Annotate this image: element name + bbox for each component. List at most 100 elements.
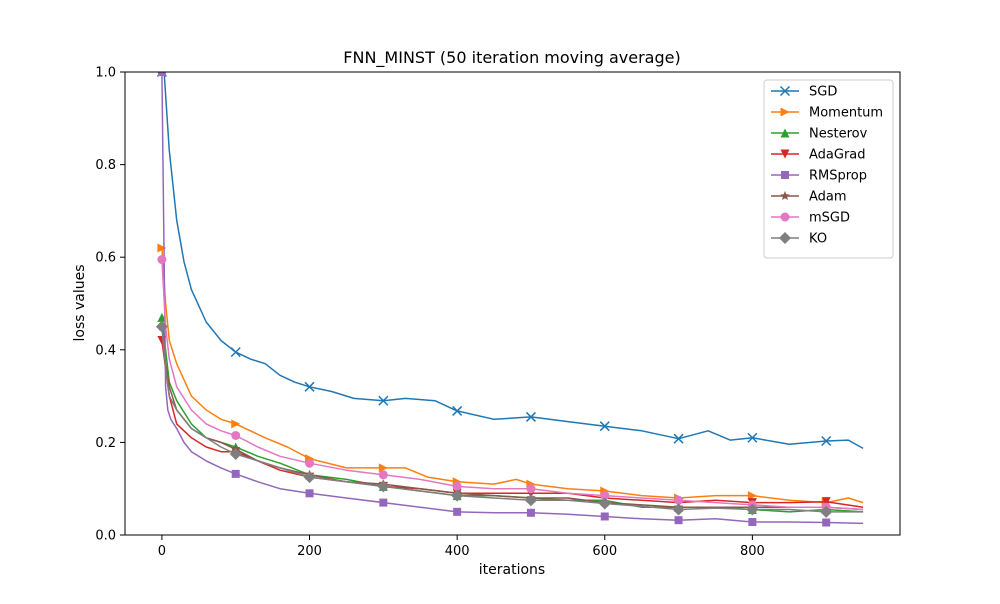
legend-entry-msgd: mSGD [771, 211, 850, 226]
data-point-msgd [674, 495, 684, 505]
legend-marker-msgd [780, 212, 790, 222]
legend-label-sgd: SGD [809, 85, 837, 100]
x-tick-label: 0 [158, 544, 166, 559]
data-point-rmsprop [157, 72, 166, 76]
data-point-momentum [747, 491, 757, 501]
data-point-ko [451, 489, 464, 502]
data-point-rmsprop [231, 469, 240, 478]
data-point-sgd [230, 347, 241, 358]
data-point-sgd [599, 421, 610, 432]
data-point-sgd [304, 381, 315, 392]
axes-frame [124, 71, 901, 536]
legend-entry-momentum: Momentum [771, 106, 883, 121]
legend-marker-ko [779, 232, 791, 244]
data-point-msgd [526, 484, 536, 494]
y-tick-label: 0.0 [95, 529, 116, 544]
data-point-msgd [231, 430, 241, 440]
x-tick-label: 200 [297, 544, 322, 559]
data-point-msgd [157, 255, 167, 265]
legend-label-adam: Adam [809, 190, 847, 205]
chart-title: FNN_MINST (50 iteration moving average) [343, 48, 680, 68]
x-axis-label: iterations [479, 562, 545, 578]
legend-marker-sgd [779, 85, 791, 97]
series-msgd [157, 255, 864, 512]
axes: 0 200 400 600 800 0.0 0.2 0.4 0.6 0.8 1.0 [95, 66, 901, 559]
series-line-nesterov [161, 317, 864, 513]
data-point-msgd [378, 470, 388, 480]
plot-area [155, 72, 864, 527]
legend-label-ko: KO [809, 232, 827, 247]
data-point-momentum [157, 243, 167, 253]
series-line-adagrad [161, 340, 864, 508]
series-line-rmsprop [161, 72, 864, 525]
data-point-sgd [747, 432, 758, 443]
data-point-ko [598, 497, 611, 510]
data-point-adagrad [821, 497, 831, 507]
legend-marker-rmsprop [781, 171, 789, 179]
data-point-ko [229, 447, 242, 460]
series-line-ko [161, 326, 864, 513]
data-point-ko [820, 505, 833, 518]
legend-entry-sgd: SGD [771, 85, 837, 100]
data-point-ko [524, 494, 537, 507]
data-point-ko [377, 480, 390, 493]
legend-box [763, 79, 894, 259]
series-momentum [157, 243, 864, 508]
legend-label-msgd: mSGD [809, 211, 850, 226]
x-tick-label: 600 [592, 544, 617, 559]
legend-marker-nesterov [780, 128, 790, 138]
y-axis-label: loss values [72, 264, 88, 341]
data-point-sgd [378, 395, 389, 406]
y-tick-label: 0.2 [95, 436, 116, 451]
legend-entry-rmsprop: RMSprop [771, 169, 867, 184]
series-ko [155, 320, 864, 518]
y-tick-label: 0.4 [95, 343, 116, 358]
x-tick-label: 800 [740, 544, 765, 559]
series-line-sgd [161, 72, 864, 450]
y-tick-label: 0.8 [95, 158, 116, 173]
legend-label-rmsprop: RMSprop [809, 169, 867, 184]
data-point-momentum [231, 419, 241, 429]
x-tick-label: 400 [445, 544, 470, 559]
legend-label-momentum: Momentum [809, 106, 883, 121]
data-point-ko [155, 320, 168, 333]
legend: SGD Momentum Nesterov AdaGrad RMSprop Adam mSG… [763, 79, 894, 259]
series-sgd [156, 72, 864, 450]
data-point-rmsprop [526, 508, 535, 517]
data-point-sgd [452, 405, 463, 416]
legend-entry-nesterov: Nesterov [771, 127, 868, 142]
data-point-rmsprop [379, 498, 388, 507]
legend-entry-adagrad: AdaGrad [771, 148, 866, 163]
series-adagrad [157, 336, 864, 508]
data-point-sgd [821, 435, 832, 447]
series-line-momentum [161, 247, 864, 504]
y-tick-label: 1.0 [95, 66, 116, 81]
series-line-msgd [161, 259, 864, 511]
data-point-ko [746, 503, 759, 516]
legend-label-adagrad: AdaGrad [809, 148, 866, 163]
legend-marker-adam [780, 191, 790, 201]
data-point-msgd [305, 458, 315, 468]
data-point-momentum [378, 463, 388, 473]
data-point-rmsprop [305, 489, 314, 498]
legend-marker-momentum [780, 107, 790, 117]
data-point-rmsprop [822, 518, 831, 527]
data-point-sgd [673, 433, 684, 444]
y-tick-label: 0.6 [95, 251, 116, 266]
data-point-ko [303, 471, 316, 484]
data-point-rmsprop [453, 507, 462, 516]
legend-label-nesterov: Nesterov [809, 127, 868, 142]
data-point-ko [672, 503, 685, 516]
data-point-rmsprop [600, 512, 609, 521]
legend-entry-adam: Adam [771, 190, 847, 205]
series-rmsprop [157, 72, 864, 527]
data-point-rmsprop [674, 516, 683, 525]
data-point-msgd [600, 491, 610, 501]
data-point-msgd [452, 481, 462, 491]
legend-marker-adagrad [780, 149, 790, 159]
data-point-rmsprop [748, 518, 757, 527]
data-point-adagrad [157, 336, 167, 346]
data-point-sgd [525, 411, 536, 422]
